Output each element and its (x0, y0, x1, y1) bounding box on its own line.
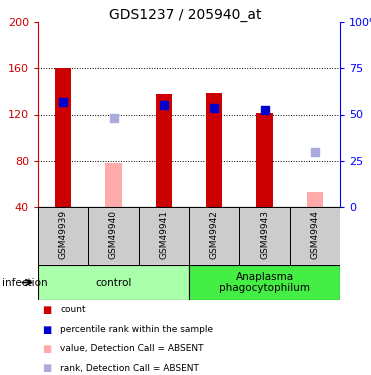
Text: GSM49943: GSM49943 (260, 210, 269, 259)
Point (60, 99, 66, 105)
Text: GSM49940: GSM49940 (109, 210, 118, 259)
Text: ■: ■ (42, 363, 51, 374)
Bar (290, 207, 340, 265)
Point (312, 148, 318, 154)
Bar (239, 207, 290, 265)
Bar (156, 94, 172, 207)
Bar (105, 163, 122, 207)
Bar (189, 207, 239, 265)
Bar (38, 207, 88, 265)
Bar (307, 192, 323, 207)
Text: count: count (60, 306, 86, 315)
Point (211, 105, 217, 111)
Text: GDS1237 / 205940_at: GDS1237 / 205940_at (109, 8, 262, 22)
Bar (38, 265, 189, 300)
Bar (88, 207, 139, 265)
Bar (139, 207, 189, 265)
Bar (256, 113, 273, 207)
Bar (206, 93, 222, 207)
Text: GSM49941: GSM49941 (159, 210, 168, 259)
Point (161, 102, 167, 108)
Point (262, 107, 267, 113)
Text: ■: ■ (42, 344, 51, 354)
Text: Anaplasma
phagocytophilum: Anaplasma phagocytophilum (219, 272, 310, 293)
Text: GSM49939: GSM49939 (59, 210, 68, 259)
Point (111, 115, 116, 121)
Text: ■: ■ (42, 305, 51, 315)
Text: ■: ■ (42, 324, 51, 334)
Text: percentile rank within the sample: percentile rank within the sample (60, 325, 213, 334)
Text: GSM49944: GSM49944 (310, 210, 319, 259)
Text: GSM49942: GSM49942 (210, 210, 219, 259)
Bar (55, 68, 71, 207)
Text: value, Detection Call = ABSENT: value, Detection Call = ABSENT (60, 345, 204, 354)
Bar (189, 265, 340, 300)
Text: rank, Detection Call = ABSENT: rank, Detection Call = ABSENT (60, 364, 199, 373)
Text: infection: infection (2, 278, 47, 288)
Text: control: control (95, 278, 132, 288)
